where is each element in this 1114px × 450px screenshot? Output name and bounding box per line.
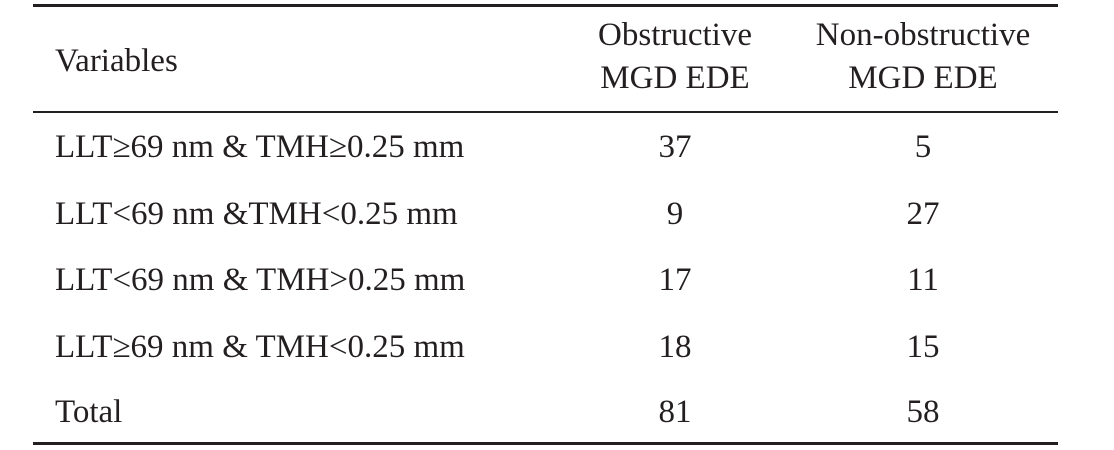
row-label: LLT<69 nm & TMH>0.25 mm	[55, 262, 466, 298]
header-obstructive: Obstructive MGD EDE	[570, 16, 780, 97]
header-obstructive-line2: MGD EDE	[600, 60, 750, 96]
row-obstructive-value: 81	[658, 394, 692, 430]
row-non-obstructive-value: 15	[906, 329, 940, 365]
header-non-obstructive-line2: MGD EDE	[848, 60, 998, 96]
row-obstructive-value: 17	[658, 262, 692, 298]
table-header-rule	[33, 111, 1058, 113]
table-bottom-rule	[33, 442, 1058, 445]
row-non-obstructive-value: 58	[906, 394, 940, 430]
row-non-obstructive-value: 11	[907, 262, 939, 298]
row-label: LLT<69 nm &TMH<0.25 mm	[55, 196, 458, 232]
row-label: LLT≥69 nm & TMH≥0.25 mm	[55, 129, 465, 165]
row-obstructive-value: 9	[666, 196, 684, 232]
row-non-obstructive-value: 5	[914, 129, 932, 165]
header-variables: Variables	[55, 43, 178, 79]
row-obstructive-value: 37	[658, 129, 692, 165]
table-top-rule	[33, 4, 1058, 7]
row-obstructive-value: 18	[658, 329, 692, 365]
header-non-obstructive-line1: Non-obstructive	[815, 17, 1031, 53]
header-non-obstructive: Non-obstructive MGD EDE	[808, 16, 1038, 97]
row-label: Total	[55, 394, 123, 430]
header-obstructive-line1: Obstructive	[598, 17, 752, 53]
row-label: LLT≥69 nm & TMH<0.25 mm	[55, 329, 465, 365]
row-non-obstructive-value: 27	[906, 196, 940, 232]
